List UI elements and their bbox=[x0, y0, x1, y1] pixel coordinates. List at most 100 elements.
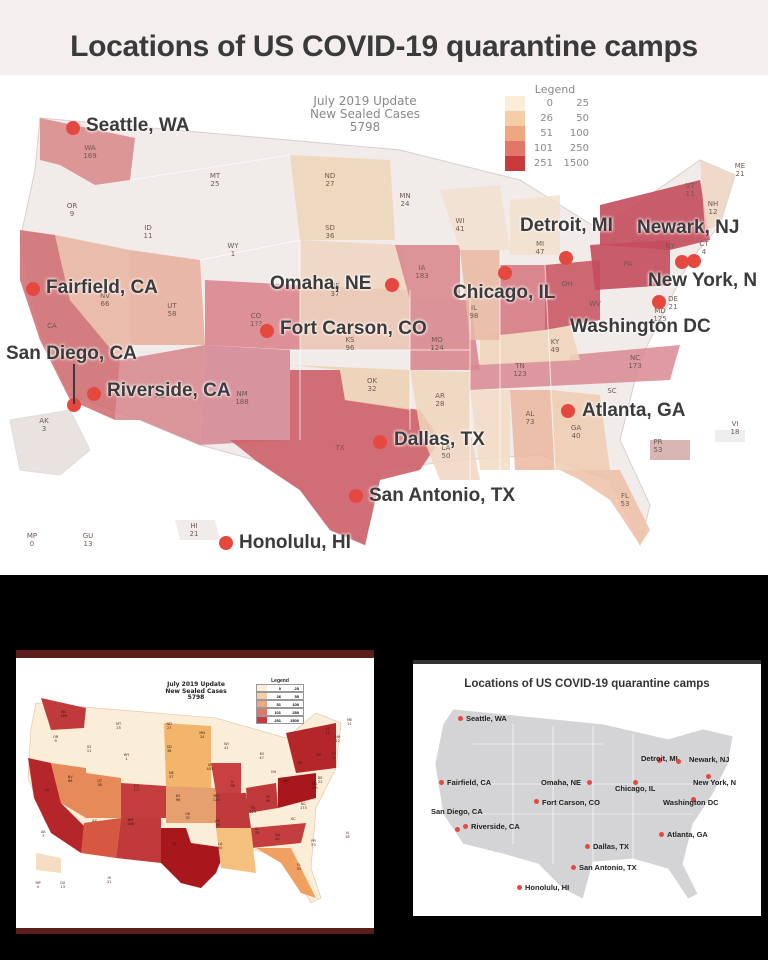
state-count: 27 bbox=[325, 180, 335, 188]
state-abbr: KS bbox=[345, 336, 355, 344]
thumb-state-count: 123 bbox=[249, 809, 257, 814]
state-abbr: FL bbox=[621, 492, 629, 500]
state-label-ca: CA bbox=[38, 322, 66, 330]
state-label-ky: KY 49 bbox=[541, 338, 569, 354]
state-abbr: MD bbox=[654, 307, 666, 315]
thumb-title: Locations of US COVID-19 quarantine camp… bbox=[464, 678, 710, 690]
state-label-wy: WY 1 bbox=[219, 242, 247, 258]
thumb-state-abbr: AK bbox=[41, 830, 46, 834]
state-label-nd: ND 27 bbox=[316, 172, 344, 188]
thumb-state-count: 66 bbox=[67, 779, 73, 783]
thumb-city-dot bbox=[455, 827, 460, 832]
state-abbr: ME bbox=[734, 162, 746, 170]
state-label-ct: CT 4 bbox=[690, 240, 718, 256]
thumb-state-label-nd: ND 27 bbox=[163, 722, 175, 730]
state-count: 58 bbox=[167, 310, 177, 318]
legend-high: 250 bbox=[569, 143, 589, 154]
thumb-legend-row: 0 25 bbox=[256, 684, 304, 692]
update-subtitle: New Sealed Cases bbox=[309, 107, 421, 121]
state-label-id: ID 11 bbox=[134, 224, 162, 240]
thumb-city-dot bbox=[571, 865, 576, 870]
thumb-state-label-ct: CT 4 bbox=[328, 752, 340, 760]
city-label: Honolulu, HI bbox=[239, 532, 351, 553]
state-abbr: ID bbox=[144, 224, 152, 232]
thumb-state-abbr: AL bbox=[255, 826, 260, 831]
thumb-state-abbr: NM bbox=[127, 818, 134, 823]
state-label-or: OR 9 bbox=[58, 202, 86, 218]
state-label-tn: TN 123 bbox=[506, 362, 534, 378]
choropleth-svg bbox=[27, 698, 342, 904]
city-marker-dot bbox=[26, 282, 40, 296]
state-abbr: NY bbox=[665, 242, 675, 250]
page-title: Locations of US COVID-19 quarantine camp… bbox=[70, 30, 698, 63]
thumb-state-count: 27 bbox=[166, 726, 172, 731]
state-count: 188 bbox=[235, 398, 249, 406]
state-count: 24 bbox=[400, 200, 410, 208]
state-count: 11 bbox=[143, 232, 153, 240]
state-abbr: MT bbox=[209, 172, 221, 180]
thumb-state-count: 47 bbox=[259, 756, 264, 761]
legend-swatch bbox=[505, 141, 525, 156]
thumb-city-label: Honolulu, HI bbox=[525, 883, 570, 892]
thumb-state-label-gu: GU 13 bbox=[57, 881, 69, 889]
thumb-city-dot bbox=[633, 780, 638, 785]
state-abbr: ND bbox=[324, 172, 336, 180]
thumb-state-abbr: ID bbox=[87, 745, 91, 750]
city-label: Dallas, TX bbox=[394, 429, 485, 450]
state-count: 0 bbox=[29, 540, 35, 548]
state-count: 66 bbox=[100, 300, 110, 308]
thumb-city-dot bbox=[517, 885, 522, 890]
thumb-state-count: 12 bbox=[335, 738, 340, 743]
thumb-city-label: Fort Carson, CO bbox=[542, 798, 600, 807]
san-diego-leader-line bbox=[73, 364, 75, 404]
thumb-state-count: 13 bbox=[60, 884, 65, 889]
thumb-state-abbr: DE bbox=[317, 776, 323, 781]
state-label-ga: GA 40 bbox=[562, 424, 590, 440]
thumb-state-count: 28 bbox=[215, 823, 220, 827]
thumb-state-abbr: WY bbox=[123, 753, 130, 757]
thumb-update-block: July 2019 Update New Sealed Cases 5798 bbox=[146, 681, 246, 702]
city-label: Fairfield, CA bbox=[46, 277, 158, 298]
thumb-state-label-ia: IA 183 bbox=[204, 763, 216, 771]
thumb-state-abbr: WI bbox=[224, 742, 229, 746]
thumb-state-count: 11 bbox=[86, 749, 92, 754]
legend-swatch bbox=[505, 156, 525, 171]
thumb-state-label-az: AZ bbox=[88, 819, 100, 823]
city-marker-dot bbox=[675, 255, 689, 269]
thumb-state-label-hi: HI 21 bbox=[103, 876, 115, 884]
thumb-state-label-nh: NH 12 bbox=[332, 735, 344, 743]
thumb-legend-high: 25 bbox=[294, 685, 299, 691]
state-label-ny: NY bbox=[656, 242, 684, 250]
city-label: Detroit, MI bbox=[520, 215, 613, 236]
state-count: 11 bbox=[685, 190, 695, 198]
thumb-state-abbr: OK bbox=[185, 812, 191, 817]
state-count: 47 bbox=[535, 248, 545, 256]
state-abbr: SC bbox=[607, 387, 617, 395]
thumb-state-label-ks: KS 96 bbox=[172, 794, 184, 802]
city-marker-dot bbox=[349, 489, 363, 503]
thumb-state-count: 1?? bbox=[133, 787, 140, 792]
state-abbr: UT bbox=[167, 302, 177, 310]
update-total: 5798 bbox=[349, 120, 381, 134]
thumb-state-label-ne: NE 37 bbox=[165, 771, 177, 779]
legend-swatch bbox=[505, 96, 525, 111]
legend-row: 0 25 bbox=[505, 96, 605, 111]
thumb-state-label-me: ME 21 bbox=[344, 718, 356, 726]
city-label: Atlanta, GA bbox=[582, 400, 686, 421]
state-label-co: CO 1?? bbox=[242, 312, 270, 328]
state-abbr: TX bbox=[335, 444, 345, 452]
thumb-state-abbr: MT bbox=[116, 722, 122, 727]
state-abbr: WI bbox=[455, 217, 465, 225]
state-label-al: AL 73 bbox=[516, 410, 544, 426]
state-label-ia: IA 183 bbox=[408, 264, 436, 280]
thumb-legend-high: 1500 bbox=[290, 717, 299, 723]
thumb-state-abbr: UT bbox=[97, 779, 103, 784]
update-title: July 2019 Update bbox=[313, 94, 417, 108]
thumb-state-count: 25 bbox=[116, 726, 121, 731]
thumb-state-abbr: IA bbox=[207, 762, 212, 767]
state-abbr: CA bbox=[47, 322, 57, 330]
thumb-state-count: 169 bbox=[60, 713, 67, 718]
state-label-hi: HI 21 bbox=[180, 522, 208, 538]
city-label: Omaha, NE bbox=[270, 273, 372, 294]
city-marker-dot bbox=[87, 387, 101, 401]
